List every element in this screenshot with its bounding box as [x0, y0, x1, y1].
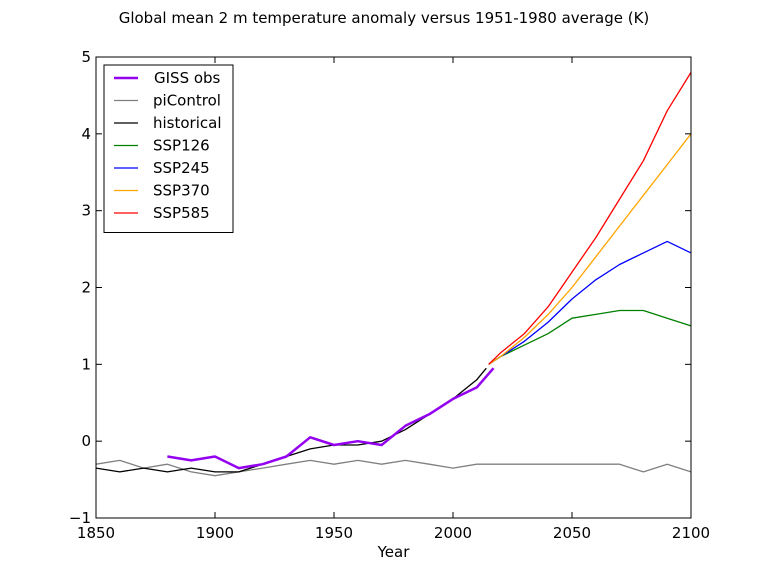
x-tick-label: 2050: [553, 524, 591, 542]
y-tick-label: 0: [81, 432, 91, 450]
series-line-giss-obs: [167, 367, 495, 470]
x-tick-label: 1850: [77, 524, 115, 542]
legend-label-ssp585: SSP585: [153, 204, 210, 222]
series-line-ssp585: [488, 72, 692, 365]
y-tick-label: 2: [81, 279, 91, 297]
y-tick-label: 4: [81, 125, 91, 143]
x-tick-label: 1900: [196, 524, 234, 542]
legend: GISS obs piControl historical SSP126 SSP245 S…: [103, 64, 234, 233]
series-layer: [95, 72, 692, 477]
legend-label-historical: historical: [153, 114, 222, 132]
series-line-picontrol: [95, 459, 692, 477]
series-line-historical: [95, 367, 487, 473]
ticks-layer: 1850 1900 1950 2000 2050 2100 −1 0 1 2 3 4 5: [69, 48, 710, 542]
legend-label-giss-obs: GISS obs: [154, 69, 221, 87]
series-line-ssp245: [488, 240, 692, 365]
x-axis-label: Year: [377, 543, 411, 561]
y-tick-label: −1: [69, 509, 91, 527]
series-line-ssp126: [488, 309, 692, 365]
legend-label-ssp370: SSP370: [153, 182, 210, 200]
legend-label-ssp245: SSP245: [153, 159, 210, 177]
chart-title: Global mean 2 m temperature anomaly vers…: [119, 9, 650, 27]
x-tick-label: 1950: [315, 524, 353, 542]
x-tick-label: 2100: [672, 524, 710, 542]
legend-box: [103, 64, 234, 233]
x-tick-label: 2000: [434, 524, 472, 542]
legend-label-picontrol: piControl: [153, 92, 221, 110]
y-tick-label: 5: [81, 48, 91, 66]
series-line-ssp370: [488, 133, 692, 365]
y-tick-label: 1: [81, 355, 91, 373]
y-tick-label: 3: [81, 202, 91, 220]
legend-label-ssp126: SSP126: [153, 137, 210, 155]
